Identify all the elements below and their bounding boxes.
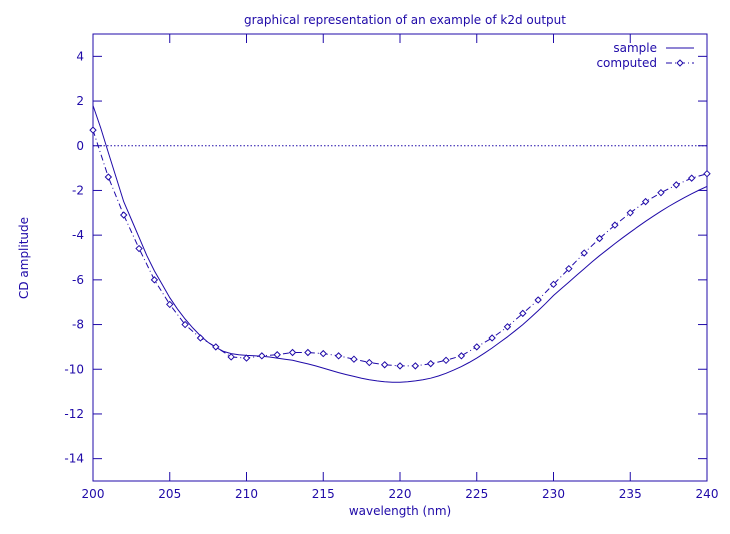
data-point-computed: [473, 343, 481, 351]
x-tick-label: 230: [542, 487, 565, 501]
y-tick-label: 2: [76, 94, 84, 108]
data-point-computed: [457, 352, 466, 360]
x-tick-label: 225: [465, 487, 488, 501]
data-point-computed: [196, 334, 205, 342]
y-tick-label: -12: [64, 407, 84, 421]
data-point-computed: [166, 300, 174, 309]
data-point-computed: [626, 209, 634, 217]
x-tick-label: 200: [82, 487, 105, 501]
data-point-computed: [227, 353, 235, 361]
series-line-computed: [92, 129, 708, 367]
legend-label-computed: computed: [596, 56, 657, 70]
data-point-computed: [288, 348, 297, 357]
data-point-computed: [258, 352, 266, 360]
data-point-computed: [135, 244, 143, 253]
data-point-computed: [319, 349, 327, 358]
data-point-computed: [304, 348, 312, 357]
data-point-computed: [611, 221, 619, 229]
data-point-computed: [565, 264, 573, 273]
data-point-computed: [89, 126, 97, 134]
x-tick-label: 235: [619, 487, 642, 501]
x-tick-label: 210: [235, 487, 258, 501]
x-tick-label: 215: [312, 487, 335, 501]
data-point-computed: [365, 358, 374, 367]
data-point-computed: [442, 356, 450, 365]
y-tick-label: -2: [72, 183, 84, 197]
x-axis-label: wavelength (nm): [349, 504, 451, 518]
data-point-computed: [595, 234, 604, 243]
data-point-computed: [350, 355, 358, 363]
y-tick-label: -8: [72, 318, 84, 332]
data-point-computed: [549, 280, 558, 289]
data-point-computed: [334, 352, 343, 360]
y-tick-label: 0: [76, 139, 84, 153]
data-point-computed: [150, 276, 159, 284]
x-tick-label: 205: [158, 487, 181, 501]
y-tick-label: -14: [64, 452, 84, 466]
data-point-computed: [672, 181, 681, 189]
data-point-computed: [380, 361, 389, 369]
data-point-computed: [519, 309, 527, 318]
axes-layer: 200 205 210 215 220 225 230 235 240 4 2 0 -2 -4 -6 -8 -1…: [64, 33, 719, 501]
data-point-computed: [242, 354, 251, 362]
data-point-computed: [273, 351, 281, 359]
chart-title: graphical representation of an example o…: [244, 13, 566, 27]
y-tick-label: 4: [76, 49, 84, 63]
data-point-computed: [212, 343, 220, 351]
data-point-computed: [503, 323, 512, 331]
data-point-computed: [396, 362, 404, 370]
data-point-computed: [488, 334, 496, 342]
y-tick-label: -6: [72, 273, 84, 287]
series-layer: [89, 105, 711, 383]
data-point-computed: [426, 359, 435, 368]
data-point-computed: [534, 296, 542, 304]
legend-label-sample: sample: [613, 41, 657, 55]
y-tick-label: -4: [72, 228, 84, 242]
data-point-computed: [687, 174, 696, 182]
data-point-computed: [657, 188, 665, 197]
data-point-computed: [641, 197, 650, 206]
plot-frame: [92, 33, 708, 482]
y-tick-label: -10: [64, 362, 84, 376]
legend-marker-computed: [676, 59, 684, 67]
data-point-computed: [104, 173, 113, 181]
x-tick-label: 220: [389, 487, 412, 501]
series-line-sample: [92, 105, 708, 383]
data-point-computed: [181, 320, 189, 329]
data-point-computed: [119, 211, 128, 219]
x-tick-label: 240: [696, 487, 719, 501]
data-point-computed: [703, 169, 711, 178]
data-point-computed: [580, 249, 588, 257]
y-axis-label: CD amplitude: [17, 217, 31, 299]
data-point-computed: [411, 362, 420, 370]
